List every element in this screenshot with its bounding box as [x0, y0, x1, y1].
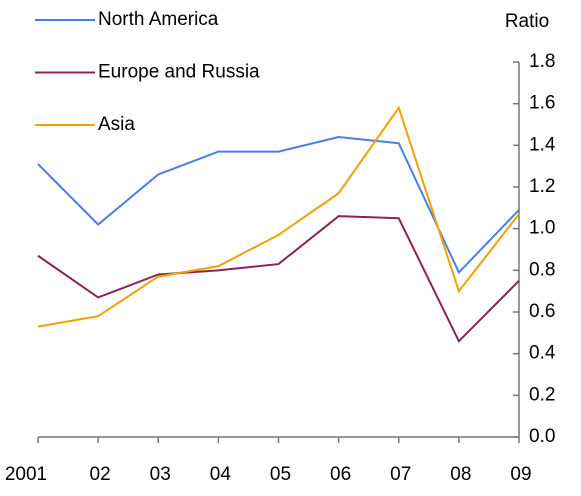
y-axis-label: Ratio [505, 11, 549, 32]
series-line [37, 105, 520, 328]
y-tick-label: 1.4 [529, 134, 556, 155]
x-tick-label: 2001 [5, 464, 47, 485]
x-tick-label: 06 [330, 464, 351, 485]
x-tick-label: 02 [90, 464, 111, 485]
series-line [37, 215, 520, 343]
legend-label: North America [98, 9, 219, 30]
y-tick-label: 0.4 [529, 343, 556, 364]
x-tick-label: 08 [450, 464, 471, 485]
y-tick-label: 0.8 [529, 259, 555, 280]
x-tick-label: 07 [390, 464, 411, 485]
y-tick-label: 0.2 [529, 384, 555, 405]
x-tick-label: 03 [150, 464, 171, 485]
x-tick-label: 05 [270, 464, 291, 485]
x-tick-label: 04 [210, 464, 232, 485]
x-tick-label: 09 [510, 464, 531, 485]
y-tick-label: 0.6 [529, 301, 555, 322]
legend-label: Asia [98, 114, 135, 135]
legend-label: Europe and Russia [98, 62, 260, 83]
y-tick-label: 1.2 [529, 176, 555, 197]
y-tick-label: 0.0 [529, 426, 555, 447]
y-tick-label: 1.6 [529, 93, 555, 114]
y-tick-label: 1.8 [529, 51, 555, 72]
y-tick-label: 1.0 [529, 218, 555, 239]
